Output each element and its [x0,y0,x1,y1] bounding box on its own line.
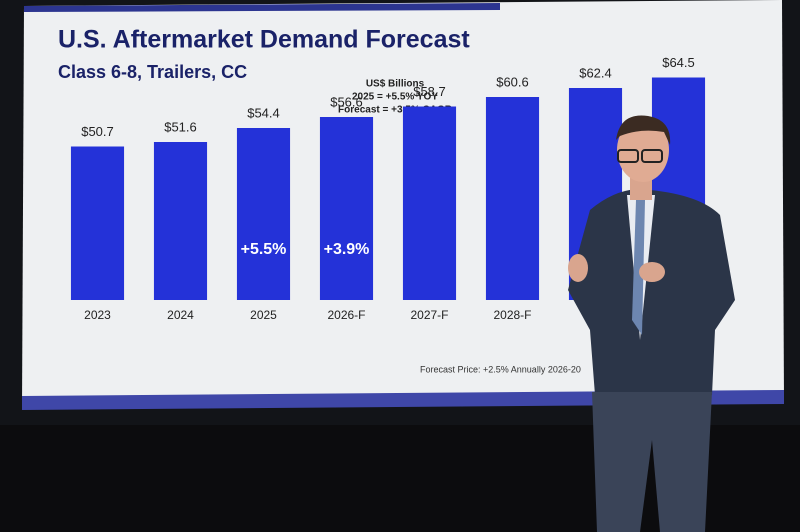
bar [70,146,125,300]
value-label: $58.7 [413,84,446,99]
hair [616,115,671,145]
glasses [617,149,639,163]
suit [568,189,735,395]
footnote: Forecast Price: +2.5% Annually 2026-20 [420,364,581,374]
bar [236,128,291,300]
bar [153,142,208,300]
hand [568,254,588,282]
value-label: $60.6 [496,74,529,89]
x-tick-label: 2028-F [493,308,531,322]
trousers [592,392,712,532]
x-tick-label: 2025 [250,308,277,322]
x-tick-label: 2026-F [327,308,365,322]
value-label: $50.7 [81,124,114,139]
bar [319,117,374,300]
value-label: $54.4 [247,105,280,120]
hand [639,262,665,282]
bar [485,97,540,300]
value-label: $64.5 [662,55,695,70]
glasses [641,149,663,163]
value-label: $62.4 [579,65,612,80]
bar [402,106,457,300]
chart-note: Forecast = +3.5% CAGR [338,105,453,116]
x-tick-label: 2024 [167,308,194,322]
chart-note: 2025 = +5.5% YOY [352,92,438,103]
chart-note: US$ Billions [366,79,425,90]
slide-top-stripe [24,3,500,12]
x-tick-label: 2027-F [410,308,448,322]
chart-title: U.S. Aftermarket Demand Forecast [58,26,470,54]
tie [632,200,645,335]
speaker [568,115,735,532]
value-label: $56.6 [330,94,363,109]
x-tick-label: 2023 [84,308,111,322]
chart-subtitle: Class 6-8, Trailers, CC [58,62,247,82]
bar-annotation: +3.9% [324,241,370,258]
value-label: $51.6 [164,119,197,134]
bar-annotation: +5.5% [241,241,287,258]
